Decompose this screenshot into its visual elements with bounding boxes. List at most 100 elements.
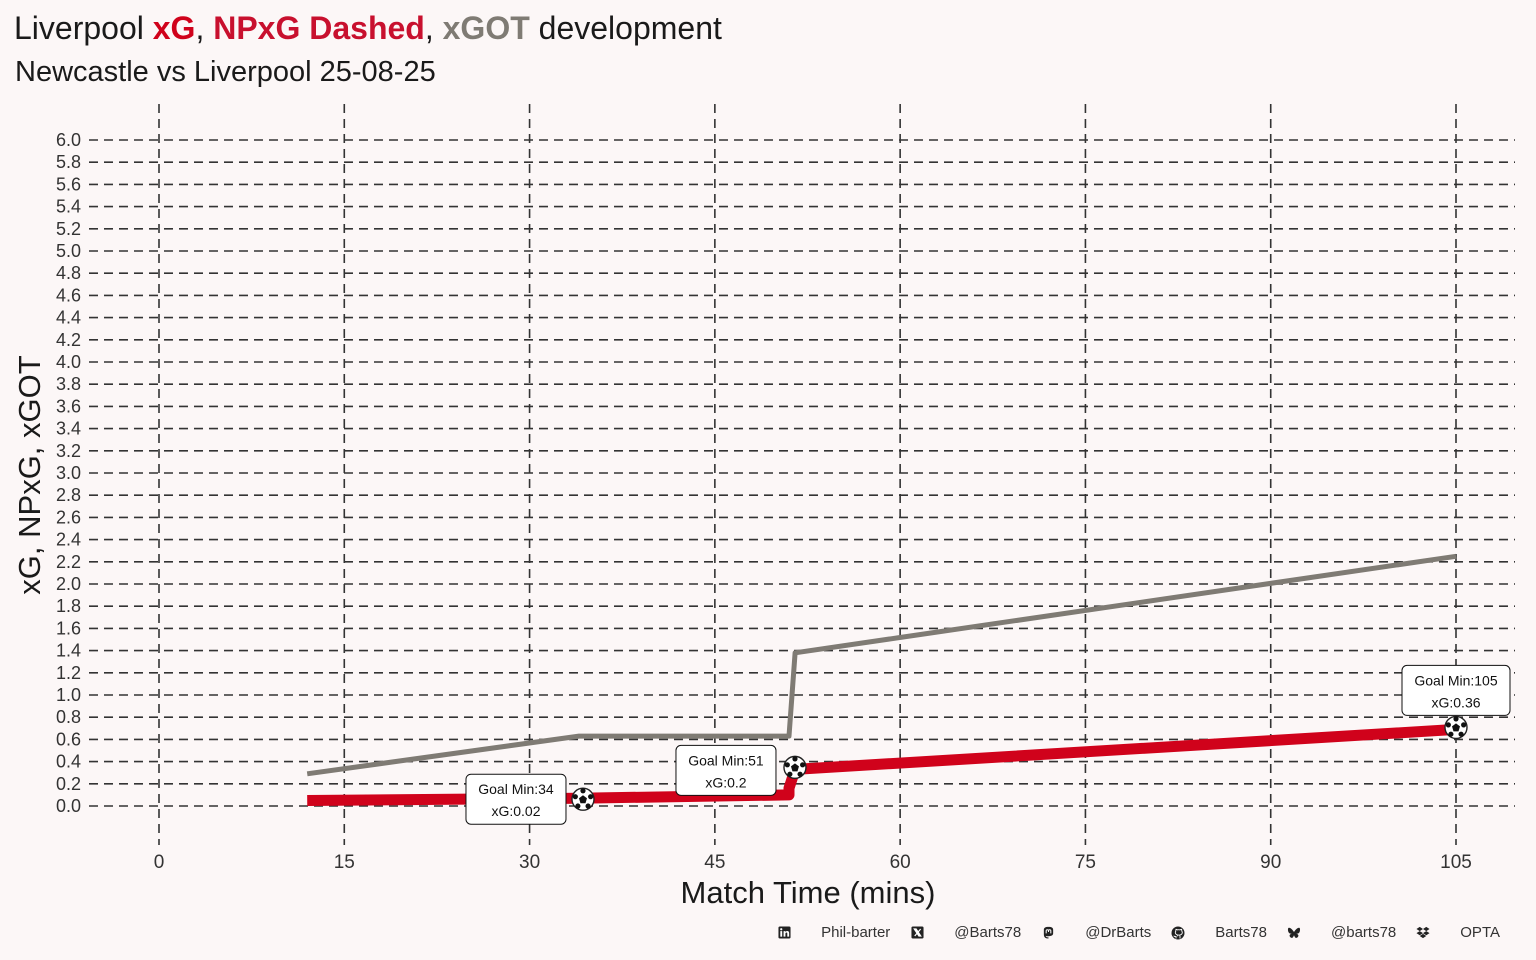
x-tick-label: 75 bbox=[1075, 852, 1096, 873]
y-tick-label: 2.0 bbox=[56, 574, 81, 594]
y-tick-label: 1.6 bbox=[56, 618, 81, 638]
footer-credit-item: Barts78 bbox=[1171, 924, 1287, 941]
bluesky-icon bbox=[1287, 926, 1301, 940]
x-tick-label: 0 bbox=[154, 852, 165, 873]
ball-patch bbox=[585, 803, 591, 809]
ball-patch bbox=[1453, 716, 1459, 722]
ball-patch bbox=[1458, 731, 1464, 737]
ball-patch bbox=[572, 794, 578, 800]
soccer-ball-icon bbox=[1444, 715, 1468, 740]
y-tick-label: 4.2 bbox=[56, 330, 81, 350]
y-tick-label: 5.0 bbox=[56, 241, 81, 261]
goal-label-minute: Goal Min:34 bbox=[478, 781, 554, 797]
github-icon bbox=[1171, 926, 1185, 940]
footer-credit-label: OPTA bbox=[1460, 924, 1500, 941]
xgot-series-line bbox=[306, 553, 1457, 777]
goal-annotation: Goal Min:51 xG:0.2 bbox=[675, 744, 777, 796]
y-tick-label: 5.4 bbox=[56, 197, 81, 217]
goal-label-xg: xG:0.2 bbox=[705, 774, 746, 790]
y-tick-label: 4.6 bbox=[56, 285, 81, 305]
goal-label-box bbox=[675, 744, 777, 796]
footer-credit-label: Phil-barter bbox=[821, 924, 891, 941]
ball-patch bbox=[580, 788, 586, 794]
y-tick-label: 4.8 bbox=[56, 263, 81, 283]
y-tick-label: 3.4 bbox=[56, 419, 81, 439]
y-tick-label: 4.4 bbox=[56, 308, 81, 328]
x-tick-label: 45 bbox=[704, 852, 725, 873]
chart-subtitle: Newcastle vs Liverpool 25-08-25 bbox=[15, 56, 436, 88]
y-tick-label: 3.8 bbox=[56, 374, 81, 394]
y-tick-label: 5.6 bbox=[56, 174, 81, 194]
y-tick-label: 2.8 bbox=[56, 485, 81, 505]
soccer-ball-icon bbox=[571, 787, 595, 811]
ball-patch bbox=[800, 762, 806, 768]
y-tick-label: 3.2 bbox=[56, 441, 81, 461]
y-tick-label: 0.0 bbox=[56, 796, 81, 816]
footer-credits: Phil-barter @Barts78 @DrBarts Barts78 @barts… bbox=[777, 924, 1500, 941]
y-tick-label: 1.4 bbox=[56, 641, 81, 661]
y-tick-label: 2.6 bbox=[56, 507, 81, 527]
title-suffix: development bbox=[529, 10, 722, 46]
footer-credit-item: Phil-barter bbox=[777, 924, 910, 941]
ball-patch bbox=[784, 762, 790, 768]
ball-patch bbox=[792, 756, 798, 762]
goal-annotation: Goal Min:34 xG:0.02 bbox=[465, 773, 567, 825]
y-tick-label: 4.0 bbox=[56, 352, 81, 372]
x-tick-label: 30 bbox=[519, 852, 540, 873]
y-tick-label: 2.2 bbox=[56, 552, 81, 572]
ball-patch bbox=[1461, 722, 1467, 728]
ball-patch bbox=[1448, 731, 1454, 737]
chart-title: Liverpool xG, NPxG Dashed, xGOT developm… bbox=[14, 10, 722, 47]
footer-credit-label: @Barts78 bbox=[954, 924, 1022, 941]
footer-credit-item: @DrBarts bbox=[1041, 924, 1171, 941]
ball-center-patch bbox=[790, 763, 799, 772]
mastodon-icon bbox=[1041, 926, 1055, 940]
ball-patch bbox=[575, 803, 581, 809]
ball-patch bbox=[588, 794, 594, 800]
title-separator-2: , bbox=[424, 10, 443, 46]
x-tick-label: 60 bbox=[890, 852, 911, 873]
y-tick-label: 0.6 bbox=[56, 729, 81, 749]
y-tick-label: 5.2 bbox=[56, 219, 81, 239]
title-npxg-label: NPxG Dashed bbox=[213, 10, 425, 46]
y-tick-label: 5.8 bbox=[56, 152, 81, 172]
footer-credit-item: @Barts78 bbox=[910, 924, 1041, 941]
x-tick-label: 90 bbox=[1260, 852, 1281, 873]
y-tick-label: 1.0 bbox=[56, 685, 81, 705]
ball-center-patch bbox=[1452, 723, 1460, 732]
goal-label-box bbox=[1401, 664, 1511, 716]
x-twitter-icon bbox=[910, 926, 924, 940]
series-layer bbox=[306, 553, 1457, 806]
y-tick-label: 1.8 bbox=[56, 596, 81, 616]
footer-credit-label: @barts78 bbox=[1331, 924, 1397, 941]
footer-credit-label: Barts78 bbox=[1215, 924, 1267, 941]
goal-label-minute: Goal Min:105 bbox=[1414, 672, 1497, 688]
y-axis-label: xG, NPxG, xGOT bbox=[12, 355, 47, 594]
y-tick-label: 0.2 bbox=[56, 774, 81, 794]
x-tick-label: 105 bbox=[1440, 852, 1472, 873]
title-separator-1: , bbox=[195, 10, 214, 46]
y-tick-label: 0.8 bbox=[56, 707, 81, 727]
linkedin-icon bbox=[777, 926, 791, 940]
title-xgot-label: xGOT bbox=[442, 10, 530, 46]
footer-credit-item: OPTA bbox=[1416, 924, 1500, 941]
footer-credit-label: @DrBarts bbox=[1085, 924, 1152, 941]
y-tick-label: 2.4 bbox=[56, 530, 81, 550]
goal-label-minute: Goal Min:51 bbox=[688, 752, 764, 768]
grid-layer bbox=[89, 104, 1515, 845]
ball-patch bbox=[787, 771, 793, 777]
goal-label-xg: xG:0.02 bbox=[491, 803, 540, 819]
title-xg-label: xG bbox=[152, 10, 196, 46]
x-axis-label: Match Time (mins) bbox=[681, 875, 936, 910]
y-tick-label: 1.2 bbox=[56, 663, 81, 683]
soccer-ball-icon bbox=[783, 755, 807, 780]
y-tick-label: 6.0 bbox=[56, 130, 81, 150]
goal-annotation: Goal Min:105 xG:0.36 bbox=[1401, 664, 1511, 716]
ball-patch bbox=[1445, 722, 1451, 728]
axis-layer: 0.00.20.4 0.60.81.01.21.4 1.61.82.02.22.4 2… bbox=[56, 130, 1472, 873]
goal-label-xg: xG:0.36 bbox=[1431, 694, 1480, 710]
title-prefix: Liverpool bbox=[14, 10, 153, 46]
y-tick-label: 3.0 bbox=[56, 463, 81, 483]
